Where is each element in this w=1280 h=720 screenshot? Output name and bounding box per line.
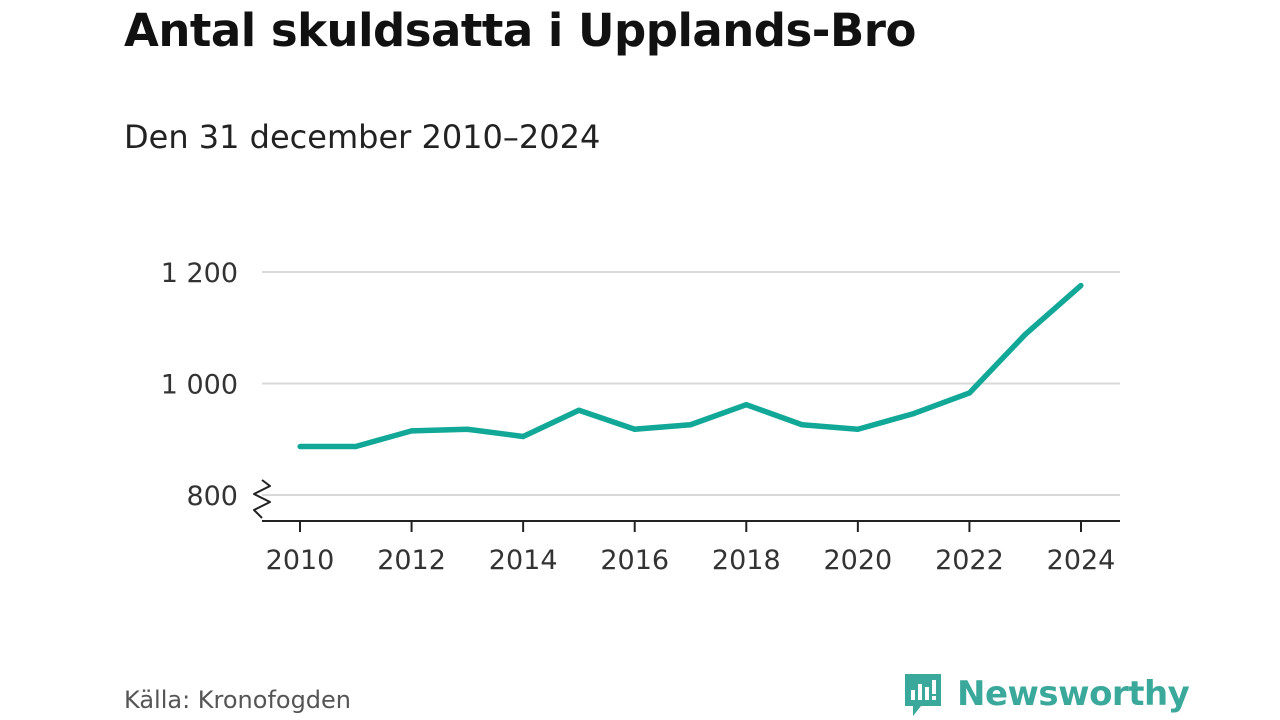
axis-break-icon	[253, 479, 271, 519]
x-tick-label: 2018	[712, 545, 781, 576]
y-tick-label: 800	[186, 481, 238, 512]
x-tick-label: 2012	[377, 545, 446, 576]
data-point	[743, 402, 749, 408]
data-point	[1022, 331, 1028, 338]
x-tick-label: 2022	[935, 545, 1004, 576]
y-tick-label: 1 000	[161, 370, 238, 401]
source-note: Källa: Kronofogden	[124, 686, 352, 714]
data-point	[799, 422, 805, 428]
data-point	[1078, 282, 1084, 288]
x-tick-label: 2016	[600, 545, 669, 576]
data-point	[687, 422, 694, 428]
data-point	[464, 426, 470, 432]
newsworthy-logo-icon	[905, 674, 941, 716]
chart-title: Antal skuldsatta i Upplands-Bro	[124, 4, 916, 57]
data-point	[353, 443, 359, 450]
y-tick-label: 1 200	[161, 258, 238, 289]
data-point	[297, 443, 303, 450]
data-point	[520, 433, 526, 440]
x-tick-label: 2010	[266, 545, 335, 576]
data-point	[855, 426, 861, 432]
brand-logo: Newsworthy	[903, 670, 1190, 718]
data-point	[576, 407, 582, 413]
x-tick-label: 2024	[1047, 545, 1116, 576]
series	[297, 282, 1084, 450]
x-tick-label: 2014	[489, 545, 558, 576]
gridlines	[262, 271, 1120, 496]
axes: 800 1 000 1 200 2010 2012 2014 2016 2018 2020 202…	[161, 258, 1120, 576]
data-point	[911, 411, 917, 417]
brand-name: Newsworthy	[957, 674, 1190, 714]
data-point	[966, 390, 973, 396]
x-tick-label: 2020	[823, 545, 892, 576]
chart-subtitle: Den 31 december 2010–2024	[124, 118, 601, 156]
data-point	[632, 426, 638, 432]
data-point	[408, 428, 415, 434]
